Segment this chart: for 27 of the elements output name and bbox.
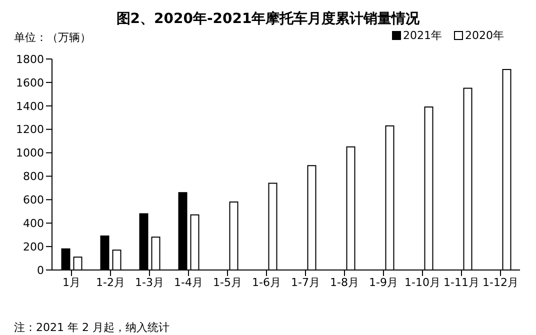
y-tick-label: 1400 bbox=[16, 100, 44, 113]
x-tick-label: 1-9月 bbox=[369, 276, 398, 289]
y-tick-label: 1800 bbox=[16, 52, 44, 66]
y-tick-label: 800 bbox=[23, 170, 44, 184]
y-tick-label: 1600 bbox=[16, 76, 44, 90]
x-tick-label: 1月 bbox=[62, 276, 80, 289]
x-tick-label: 1-2月 bbox=[96, 276, 125, 289]
chart-title: 图2、2020年-2021年摩托车月度累计销量情况 bbox=[115, 10, 421, 28]
y-tick-label: 600 bbox=[23, 194, 44, 207]
y-tick-label: 400 bbox=[23, 217, 44, 230]
x-tick-label: 1-4月 bbox=[174, 276, 203, 289]
x-tick-label: 1-3月 bbox=[135, 276, 164, 289]
x-tick-label: 1-10月 bbox=[404, 276, 440, 289]
y-tick-label: 200 bbox=[23, 240, 44, 254]
y-tick-label: 1000 bbox=[16, 146, 44, 160]
y-tick-label: 1200 bbox=[16, 123, 44, 136]
x-tick-label: 1-12月 bbox=[482, 276, 518, 289]
x-tick-label: 1-6月 bbox=[252, 276, 281, 289]
y-tick-label: 0 bbox=[37, 264, 44, 277]
legend-label: 2021年 bbox=[403, 28, 442, 43]
legend-label: 2020年 bbox=[465, 28, 504, 43]
x-tick-label: 1-5月 bbox=[213, 276, 242, 289]
x-tick-label: 1-7月 bbox=[291, 276, 320, 289]
x-tick-label: 1-8月 bbox=[330, 276, 359, 289]
x-tick-label: 1-11月 bbox=[444, 276, 480, 289]
y-axis-title: 单位：（万辆） bbox=[14, 30, 91, 45]
text: 注：2021 年 2 月起，纳入统计 bbox=[14, 320, 170, 335]
